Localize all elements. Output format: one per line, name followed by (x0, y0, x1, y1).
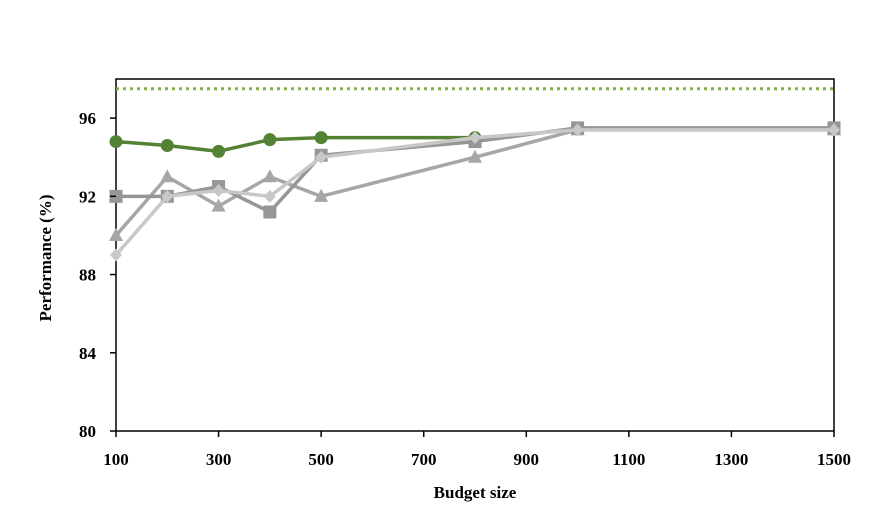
data-point (315, 150, 328, 164)
x-tick-label: 100 (103, 450, 129, 469)
data-point (109, 227, 123, 241)
x-tick-label: 900 (514, 450, 540, 469)
data-point (828, 123, 840, 137)
series-line (114, 128, 834, 237)
data-point (212, 144, 226, 158)
data-point (110, 248, 122, 262)
data-point (160, 138, 174, 152)
data-point (211, 198, 226, 212)
x-tick-label: 300 (206, 450, 232, 469)
y-axis-title: Performance (%) (36, 195, 55, 322)
x-tick-label: 1300 (714, 450, 748, 469)
series-diamond (110, 123, 840, 262)
y-tick-label: 80 (79, 422, 96, 441)
x-tick-label: 700 (411, 450, 437, 469)
x-tick-label: 1100 (612, 450, 645, 469)
data-point (263, 133, 277, 147)
data-point (263, 189, 276, 203)
data-point (263, 205, 277, 219)
data-point (571, 123, 584, 137)
data-point (109, 135, 123, 149)
data-point (160, 169, 175, 183)
x-tick-label: 500 (308, 450, 334, 469)
data-point (314, 131, 328, 145)
x-axis-title: Budget size (434, 483, 517, 502)
y-tick-label: 96 (79, 109, 96, 128)
data-point (262, 169, 277, 183)
data-point (212, 183, 225, 197)
series-line (115, 135, 475, 154)
series-line (114, 128, 834, 257)
data-point (161, 189, 174, 203)
data-point (314, 188, 329, 202)
x-tick-label: 1500 (817, 450, 851, 469)
y-tick-label: 88 (79, 266, 96, 285)
data-point (469, 131, 481, 145)
y-tick-label: 84 (79, 344, 97, 363)
y-tick-label: 92 (79, 187, 96, 206)
data-point (468, 149, 482, 163)
